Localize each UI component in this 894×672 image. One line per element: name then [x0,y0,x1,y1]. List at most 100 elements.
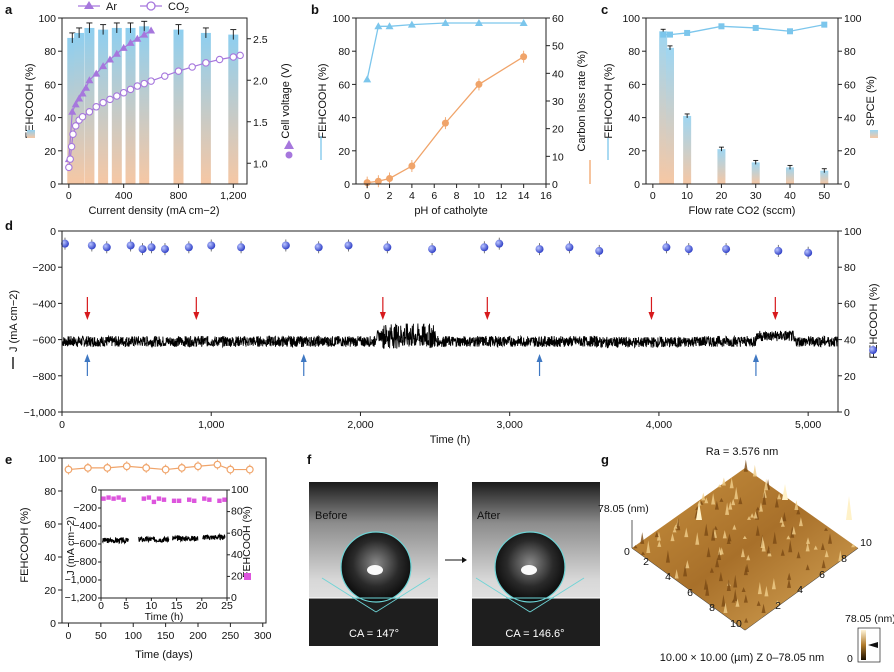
afm-x-tick-label: 4 [665,571,671,583]
afm-z-zero: 0 [624,546,630,558]
chart-e-ytick-label: 40 [44,552,56,564]
afm-peak [684,527,689,538]
chart-d-fe-point [344,241,353,250]
afm-z-top: 78.05 (nm) [598,503,649,515]
chart-c-ytick-label: 100 [622,13,640,25]
chart-b-loss-point [475,80,483,88]
chart-a-bar [173,29,184,185]
chart-e-fe-point [194,462,202,471]
afm-peak [703,578,708,590]
chart-e-inset-y2tick-label: 60 [231,527,243,539]
chart-e-frame [61,457,267,624]
chart-c-xtick-label: 40 [784,190,796,202]
afm-peak [633,545,638,549]
afm-scale-bottom: 0 [847,653,853,665]
afm-scale-top: 78.05 (nm) [845,613,894,625]
chart-d-fe-point [662,243,671,252]
chart-d-y2tick-label: 80 [844,262,856,274]
chart-a-ytick-label: 40 [44,113,56,125]
chart-a-co2-point [161,72,169,80]
chart-a-co2-point [106,95,114,104]
chart-c-fe-point [667,31,673,38]
chart-c-fe-point [787,28,793,35]
chart-b-loss-point [374,177,382,185]
chart-d-red-arrowhead [484,312,491,320]
chart-c-bar [786,167,794,184]
afm-peak [733,588,738,602]
chart-e-inset-ytick-label: −600 [73,538,97,550]
afm-peak [735,598,740,607]
chart-d-blue-arrowhead [536,354,543,362]
chart-d-red-arrowhead [193,312,200,320]
afm-peak [734,486,739,500]
chart-c-y2tick-label: 100 [844,13,862,25]
chart-a-y2tick-label: 2.0 [253,75,268,87]
chart-a-bar [125,27,136,185]
afm-ra: Ra = 3.576 nm [706,446,778,458]
chart-e-inset-fe-point [207,497,212,502]
chart-b-fe-point [441,18,450,26]
afm-peak [742,535,747,540]
chart-b-ylabel-right: Carbon loss rate (%) [576,51,588,152]
chart-c-bar [751,162,760,184]
chart-e-xtick-label: 250 [222,630,240,642]
afm-peak [791,526,796,535]
afm-y-tick-label: 4 [797,584,803,596]
afm-peak [787,572,792,580]
afm-peak [747,516,752,520]
chart-d-fe-point [565,243,574,252]
chart-a-bar [111,27,122,185]
afm-peak [657,540,662,547]
chart-a-ar-point [133,34,142,42]
afm-peak [711,527,716,541]
chart-e-inset-fe-point [192,498,197,503]
chart-a-co2-point [78,113,87,121]
chart-a-xtick-label: 400 [115,190,133,202]
afm-peak [777,493,782,500]
chart-a-co2-line [68,54,241,168]
afm-peak [714,500,719,510]
chart-d-xtick-label: 1,000 [198,419,224,431]
chart-d-fe-point [160,245,169,254]
chart-d-fe-point [207,241,216,250]
afm-peak [805,542,810,552]
chart-b-xtick-label: 14 [518,190,530,202]
chart-d-fe-point [595,246,604,255]
photo-after: After CA = 146.6° [472,482,600,646]
chart-a-co2-point [113,92,121,100]
chart-c-bar [820,170,829,184]
chart-e-inset-fe-point [121,497,126,502]
chart-e-inset-ytick-label: −400 [73,520,97,532]
chart-e-inset-fe-point [141,496,147,501]
chart-b-xtick-label: 6 [431,190,437,202]
afm-peak [732,524,737,530]
chart-b-xtick-label: 10 [473,190,485,202]
chart-a-co2-point [229,53,238,61]
chart-e-inset-trace [102,536,130,545]
chart-a-ytick-label: 100 [38,13,56,25]
chart-d: 0 1,000 2,000 3,000 4,000 5,000 −1,000 −800 −600… [8,226,880,446]
chart-a-ar-point [126,38,135,46]
chart-a-co2-point [215,55,224,64]
chart-d-blue-arrowhead [752,354,759,362]
chart-b-ytick-label: 80 [338,46,350,58]
chart-a-y2tick-label: 1.0 [253,158,268,170]
chart-a-ar-point [81,83,90,91]
chart-c-fe-point [821,21,828,28]
panel-label-b: b [311,2,319,17]
chart-e-inset-xtick-label: 25 [221,600,233,612]
chart-c-xtick-label: 20 [716,190,728,202]
afm-peak [755,525,760,536]
chart-d-ytick-label: −1,000 [24,407,57,419]
afm-peak [805,564,810,571]
chart-e-inset-xtick-label: 15 [171,600,183,612]
chart-a-ytick-label: 0 [50,179,56,191]
panel-label-g: g [601,452,609,467]
chart-d-fe-point [684,245,693,254]
chart-a-ar-point [68,107,77,115]
afm-peak [723,602,728,614]
chart-d-red-arrowhead [84,312,91,320]
panel-label-f: f [307,452,312,467]
chart-e-inset-ytick-label: −200 [73,502,97,514]
chart-a-ar-point [71,100,80,108]
